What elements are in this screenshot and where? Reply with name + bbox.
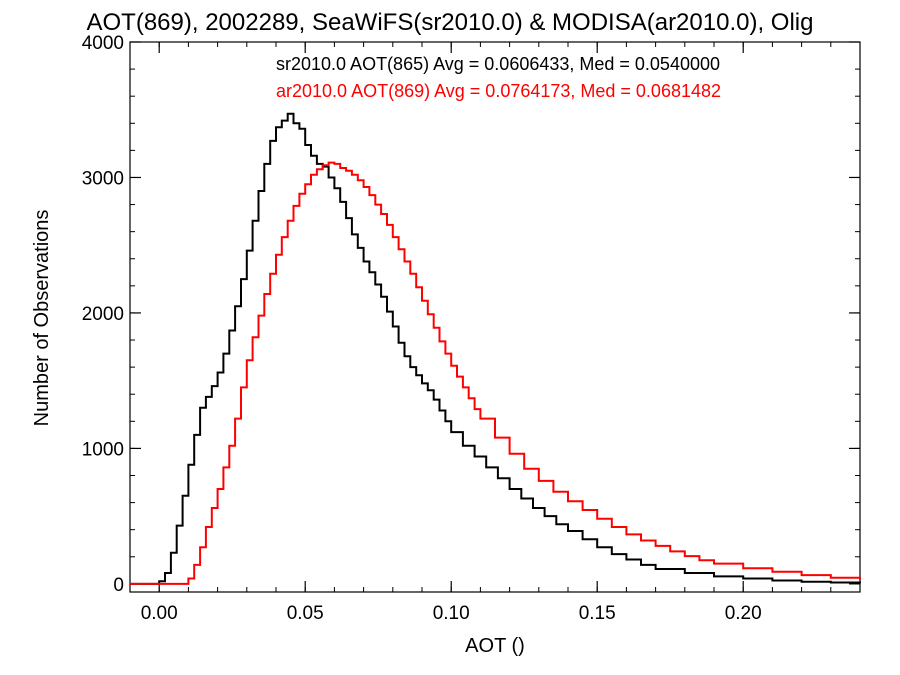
y-tick-label: 1000 (82, 439, 124, 460)
y-tick-label: 3000 (82, 168, 124, 189)
plot-frame (129, 41, 861, 593)
y-tick-label: 4000 (82, 33, 124, 54)
series-layer (130, 112, 861, 585)
y-tick-label: 2000 (82, 304, 124, 325)
x-tick-label: 0.00 (141, 603, 178, 624)
legend-entry-sr2010: sr2010.0 AOT(865) Avg = 0.0606433, Med =… (276, 54, 720, 74)
series-line-sr2010 (130, 112, 861, 585)
x-tick-label: 0.15 (579, 603, 616, 624)
y-tick-label: 0 (113, 575, 124, 596)
legend-entry-ar2010: ar2010.0 AOT(869) Avg = 0.0764173, Med =… (276, 81, 721, 101)
x-tick-label: 0.05 (287, 603, 324, 624)
chart-title: AOT(869), 2002289, SeaWiFS(sr2010.0) & M… (87, 9, 814, 36)
x-axis-label: AOT () (465, 635, 525, 657)
series-line-ar2010 (130, 161, 861, 585)
y-axis-label: Number of Observations (31, 210, 53, 427)
x-tick-label: 0.10 (433, 603, 470, 624)
axes-frame: 0.00 0.05 0.10 0.15 0.20 0 1000 2000 3000 4000 (82, 33, 861, 624)
x-tick-label: 0.20 (725, 603, 762, 624)
